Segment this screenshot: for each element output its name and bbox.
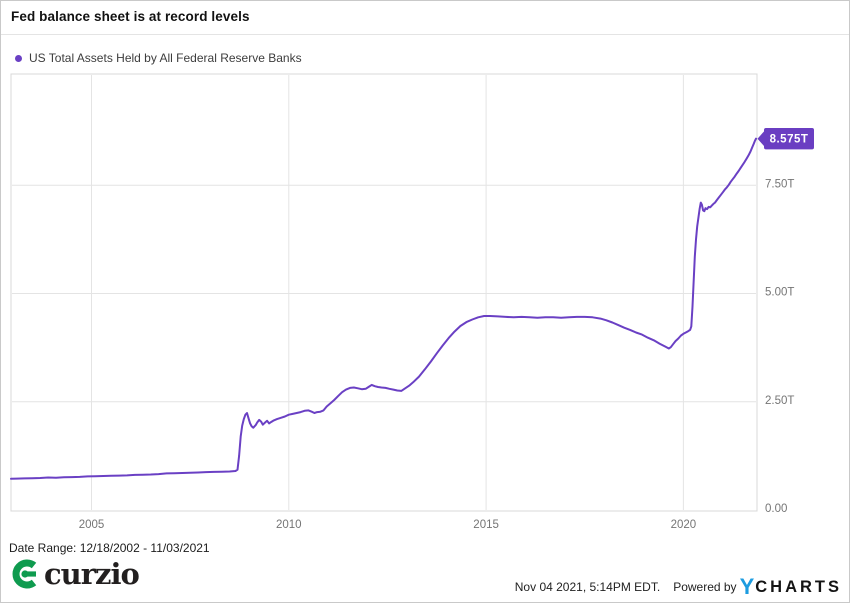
x-tick-label: 2020 bbox=[671, 519, 697, 531]
x-tick-label: 2010 bbox=[276, 519, 302, 531]
line-chart: 2005 2010 2015 2020 7.50T 5.00T 2.50T 0.00 8.575… bbox=[10, 73, 814, 531]
curzio-logo-icon bbox=[12, 559, 37, 589]
powered-by-label: Powered by bbox=[673, 580, 737, 594]
page-title: Fed balance sheet is at record levels bbox=[11, 9, 250, 24]
last-value-label: 8.575T bbox=[770, 134, 809, 146]
y-tick-label: 2.50T bbox=[765, 395, 794, 407]
curzio-wordmark: curzio bbox=[44, 557, 140, 591]
series-dot-icon bbox=[15, 54, 22, 62]
x-tick-label: 2015 bbox=[473, 519, 499, 531]
y-tick-label: 7.50T bbox=[765, 178, 794, 190]
x-tick-label: 2005 bbox=[79, 519, 105, 531]
y-tick-label: 5.00T bbox=[765, 287, 794, 299]
series-line bbox=[10, 137, 757, 480]
ycharts-y-icon: Y bbox=[739, 574, 755, 599]
title-divider bbox=[1, 34, 849, 35]
curzio-logo[interactable]: curzio bbox=[10, 557, 140, 591]
ycharts-wordmark: CHARTS bbox=[755, 578, 842, 596]
timestamp: Nov 04 2021, 5:14PM EDT. bbox=[514, 580, 661, 594]
last-value-badge bbox=[764, 128, 814, 150]
date-range-label: Date Range: 12/18/2002 - 11/03/2021 bbox=[9, 541, 210, 555]
legend: US Total Assets Held by All Federal Rese… bbox=[15, 51, 302, 65]
last-value-badge-arrow bbox=[757, 129, 766, 149]
legend-label: US Total Assets Held by All Federal Rese… bbox=[29, 51, 302, 65]
ycharts-logo[interactable]: Y CHARTS bbox=[739, 574, 842, 599]
footer-attribution: Nov 04 2021, 5:14PM EDT. Powered by Y CH… bbox=[514, 574, 842, 599]
plot-border bbox=[10, 73, 758, 512]
y-tick-label: 0.00 bbox=[765, 503, 787, 515]
